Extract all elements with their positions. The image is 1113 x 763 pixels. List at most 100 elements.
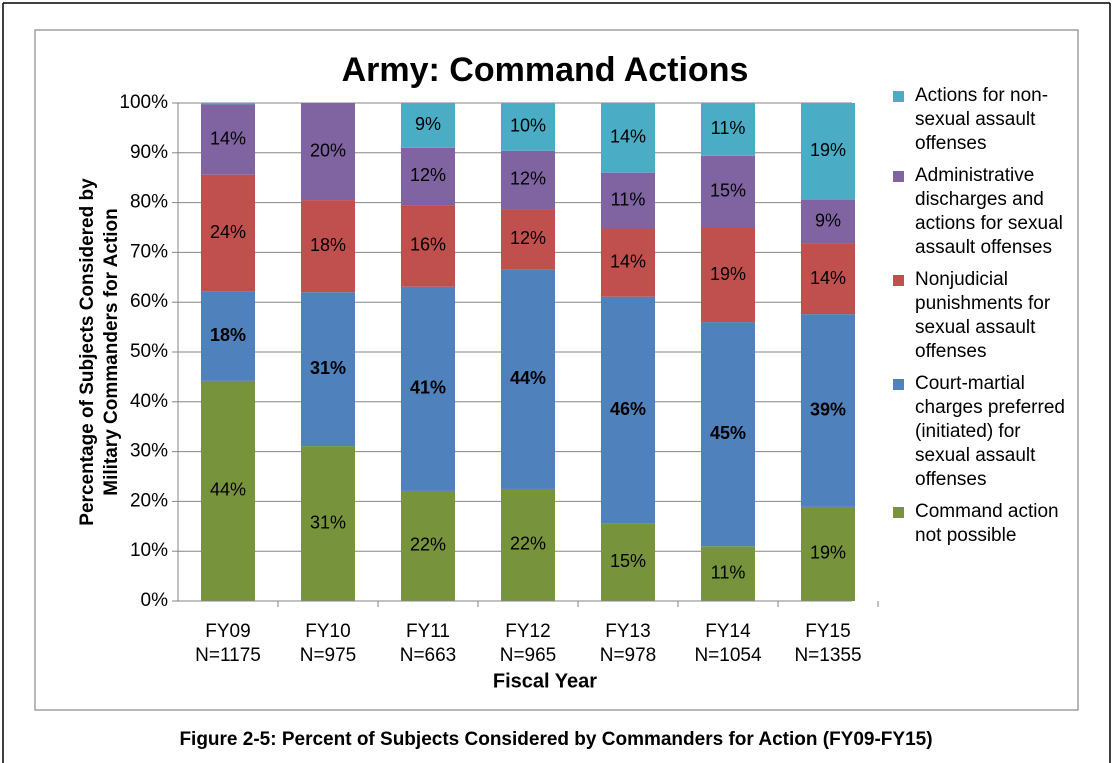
bar-segment	[801, 506, 855, 601]
y-tick-label: 0%	[141, 590, 169, 611]
bar-segment	[301, 103, 355, 201]
bar-segment	[701, 155, 755, 228]
x-tick-sublabel: N=975	[300, 645, 357, 666]
data-label: 10%	[510, 116, 546, 136]
data-label: 9%	[415, 114, 441, 134]
y-tick-label: 40%	[130, 391, 168, 412]
data-label: 44%	[510, 368, 546, 388]
bar-segment	[801, 199, 855, 244]
data-label: 18%	[210, 325, 246, 345]
x-tick-label: FY13	[605, 621, 650, 642]
bar-segment	[401, 286, 455, 491]
chart-border	[34, 29, 1079, 711]
legend-label: Actions for non-sexual assault offenses	[915, 85, 1049, 154]
legend-swatch	[893, 171, 904, 182]
data-label: 46%	[610, 399, 646, 419]
bar-segment	[201, 103, 255, 105]
data-label: 18%	[310, 235, 346, 255]
data-label: 11%	[711, 118, 746, 138]
bar-segment	[601, 523, 655, 601]
data-label: 31%	[310, 512, 346, 532]
data-label: 15%	[610, 551, 646, 571]
x-tick-sublabel: N=1054	[694, 645, 762, 666]
data-label: 19%	[810, 140, 846, 160]
bar-segment	[701, 227, 755, 323]
bar-segment	[301, 446, 355, 601]
y-tick-label: 70%	[130, 241, 168, 262]
x-tick-label: FY15	[805, 621, 850, 642]
y-tick-label: 60%	[130, 291, 168, 312]
data-label: 45%	[710, 423, 746, 443]
bar-segment	[801, 103, 855, 200]
bar-segment	[601, 228, 655, 297]
data-label: 22%	[510, 534, 546, 554]
data-label: 19%	[710, 264, 746, 284]
legend-label: Nonjudicial punishments for sexual assau…	[915, 269, 1051, 362]
y-tick-label: 80%	[130, 192, 168, 213]
legend-swatch	[893, 507, 904, 518]
data-label: 24%	[210, 222, 246, 242]
data-label: 14%	[810, 268, 846, 288]
data-label: 12%	[510, 169, 546, 189]
data-label: 14%	[610, 127, 646, 147]
x-tick-label: FY10	[305, 621, 350, 642]
bar-segment	[701, 322, 755, 547]
data-label: 12%	[410, 165, 446, 185]
data-label: 9%	[815, 211, 841, 231]
data-label: 11%	[611, 189, 646, 209]
x-tick-sublabel: N=978	[600, 645, 657, 666]
chart-title: Army: Command Actions	[342, 51, 749, 89]
y-tick-label: 30%	[130, 441, 168, 462]
bar-segment	[601, 296, 655, 524]
y-tick-label: 10%	[130, 540, 168, 561]
x-tick-sublabel: N=1175	[195, 645, 261, 666]
x-tick-label: FY12	[505, 621, 550, 642]
data-label: 31%	[310, 358, 346, 378]
data-label: 12%	[510, 228, 546, 248]
legend-label: Court-martial charges preferred (initiat…	[915, 373, 1065, 490]
data-label: 20%	[310, 140, 346, 160]
legend-swatch	[893, 379, 904, 390]
bar-segment	[501, 209, 555, 270]
data-label: 19%	[810, 543, 846, 563]
bar-segment	[401, 205, 455, 287]
y-axis-title: Military Commanders for Action	[101, 208, 122, 496]
legend: Actions for non-sexual assault offenses A…	[893, 84, 1073, 556]
bar-segment	[701, 103, 755, 156]
bar-segment	[201, 380, 255, 601]
y-tick-label: 90%	[130, 142, 168, 163]
bar-segment	[201, 291, 255, 381]
x-tick-sublabel: N=1355	[794, 645, 861, 666]
x-tick-sublabel: N=663	[400, 645, 457, 666]
data-label: 22%	[410, 535, 446, 555]
x-tick-label: FY11	[406, 621, 450, 642]
bar-segment	[201, 174, 255, 292]
bar-segment	[501, 488, 555, 601]
y-axis-title: Percentage of Subjects Considered by	[77, 178, 98, 526]
data-label: 11%	[711, 562, 746, 582]
y-tick-label: 20%	[130, 490, 168, 511]
legend-item: Actions for non-sexual assault offenses	[893, 84, 1073, 156]
data-label: 16%	[410, 235, 446, 255]
bar-segment	[801, 243, 855, 315]
legend-item: Command action not possible	[893, 500, 1073, 548]
x-tick-label: FY09	[205, 621, 250, 642]
data-label: 14%	[210, 128, 246, 148]
bar-segment	[401, 103, 455, 148]
legend-swatch	[893, 275, 904, 286]
legend-item: Court-martial charges preferred (initiat…	[893, 372, 1073, 492]
legend-swatch	[893, 91, 904, 102]
data-label: 39%	[810, 399, 846, 419]
data-label: 44%	[210, 480, 246, 500]
bar-segment	[301, 292, 355, 447]
x-axis-title: Fiscal Year	[493, 670, 597, 692]
caption: Figure 2-5: Percent of Subjects Consider…	[179, 729, 932, 750]
legend-item: Administrative discharges and actions fo…	[893, 164, 1073, 260]
bar-segment	[201, 104, 255, 175]
bar-segment	[801, 314, 855, 507]
bar-segment	[301, 200, 355, 293]
data-label: 41%	[410, 378, 446, 398]
y-tick-label: 100%	[119, 92, 168, 113]
